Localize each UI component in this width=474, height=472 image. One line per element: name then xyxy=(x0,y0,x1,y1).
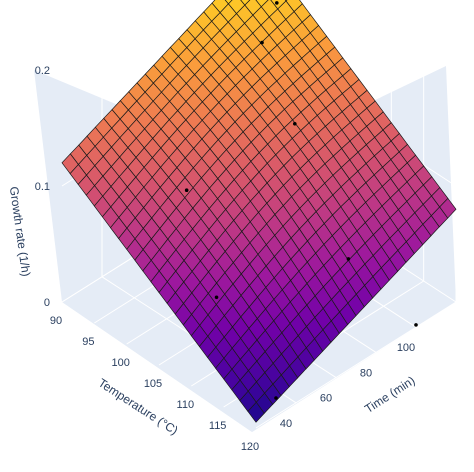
x-tick-label: 90 xyxy=(50,315,62,327)
z-tick-label: 0.2 xyxy=(35,65,50,77)
data-point[interactable] xyxy=(275,1,279,5)
x-tick-label: 120 xyxy=(241,441,259,453)
x-axis-title: Temperature (°C) xyxy=(96,376,181,438)
x-tick-label: 110 xyxy=(177,399,195,411)
z-axis-title: Growth rate (1/h) xyxy=(7,186,33,278)
surface-cell xyxy=(247,401,265,423)
data-point[interactable] xyxy=(274,396,278,400)
data-point[interactable] xyxy=(184,188,189,192)
x-tick-label: 115 xyxy=(209,420,227,432)
wall-grid-z xyxy=(61,0,175,71)
y-tick-label: 40 xyxy=(280,418,292,430)
data-point[interactable] xyxy=(414,323,418,327)
data-points xyxy=(184,1,418,400)
y-tick-label: 60 xyxy=(320,393,332,405)
y-tick-label: 80 xyxy=(360,367,372,379)
data-point[interactable] xyxy=(346,257,351,261)
y-axis-ticks: 40 60 80 100 xyxy=(280,342,415,430)
surface xyxy=(61,0,457,423)
x-axis-ticks: 90 95 100 105 110 115 120 xyxy=(50,315,259,453)
floor-grid-x xyxy=(255,301,457,429)
z-axis-ticks: 0 0.1 0.2 xyxy=(35,65,50,309)
data-point[interactable] xyxy=(293,121,297,126)
x-tick-label: 95 xyxy=(82,336,94,348)
wall-grid-z xyxy=(347,0,457,71)
data-point[interactable] xyxy=(260,40,264,45)
data-point[interactable] xyxy=(214,295,219,300)
z-tick-label: 0.1 xyxy=(35,181,50,193)
x-tick-label: 105 xyxy=(144,378,162,390)
y-axis-title: Time (min) xyxy=(362,373,417,416)
y-tick-label: 100 xyxy=(397,342,415,354)
x-tick-label: 100 xyxy=(111,357,129,369)
z-tick-label: 0 xyxy=(44,297,50,309)
